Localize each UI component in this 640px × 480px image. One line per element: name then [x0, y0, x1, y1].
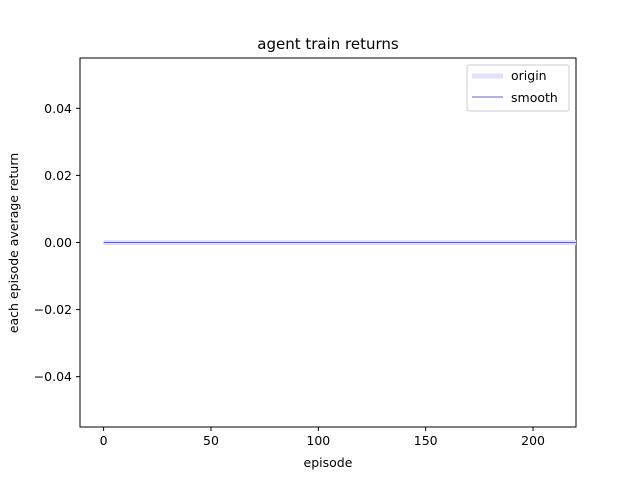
x-tick-label: 150 — [414, 433, 438, 448]
y-tick-label: −0.02 — [34, 302, 72, 317]
y-tick-label: 0.04 — [44, 101, 72, 116]
x-axis-label: episode — [304, 455, 353, 470]
x-tick-label: 50 — [203, 433, 219, 448]
y-axis-label: each episode average return — [6, 153, 21, 333]
x-axis-ticks: 0 50 100 150 200 — [100, 427, 545, 448]
legend-label-smooth: smooth — [511, 90, 558, 105]
y-tick-label: 0.02 — [44, 168, 72, 183]
legend: origin smooth — [466, 64, 570, 112]
x-tick-label: 0 — [100, 433, 108, 448]
legend-label-origin: origin — [511, 68, 547, 83]
y-tick-label: 0.00 — [44, 235, 72, 250]
y-axis-ticks: −0.04 −0.02 0.00 0.02 0.04 — [34, 101, 80, 384]
y-tick-label: −0.04 — [34, 369, 72, 384]
chart-title: agent train returns — [257, 35, 399, 53]
x-tick-label: 200 — [521, 433, 545, 448]
x-tick-label: 100 — [306, 433, 330, 448]
